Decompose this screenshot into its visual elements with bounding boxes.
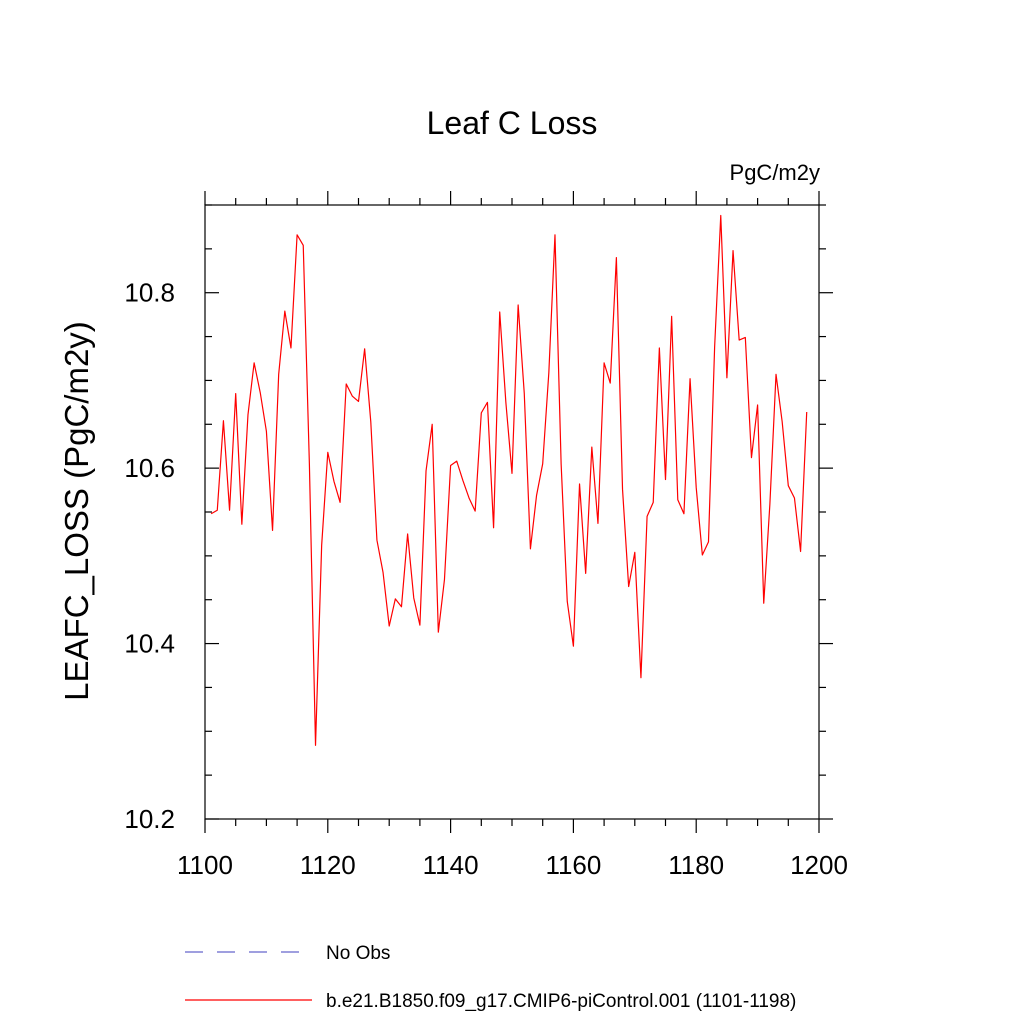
legend-label: b.e21.B1850.f09_g17.CMIP6-piControl.001 … (326, 991, 796, 1012)
y-tick-label: 10.4 (124, 629, 175, 659)
x-tick-label: 1160 (545, 850, 601, 880)
series-line (210, 214, 808, 746)
x-tick-label: 1100 (177, 850, 233, 880)
chart-title: Leaf C Loss (427, 105, 598, 141)
legend-label: No Obs (326, 943, 390, 964)
x-tick-label: 1120 (300, 850, 356, 880)
units-label: PgC/m2y (730, 160, 820, 185)
y-tick-label: 10.2 (124, 804, 175, 834)
x-tick-label: 1200 (790, 850, 848, 880)
axis-ticks (204, 191, 833, 833)
x-tick-label: 1140 (423, 850, 479, 880)
legend: No Obs b.e21.B1850.f09_g17.CMIP6-piContro… (185, 943, 796, 1012)
plot-frame (204, 204, 820, 820)
y-axis-label: LEAFC_LOSS (PgC/m2y) (58, 321, 95, 701)
y-tick-label: 10.8 (124, 278, 175, 308)
series-group (210, 214, 808, 746)
axis-tick-labels: 1100 1120 1140 1160 1180 1200 10.2 10.4 10.6 10.8 (124, 278, 848, 880)
x-tick-label: 1180 (668, 850, 724, 880)
y-tick-label: 10.6 (124, 453, 175, 483)
